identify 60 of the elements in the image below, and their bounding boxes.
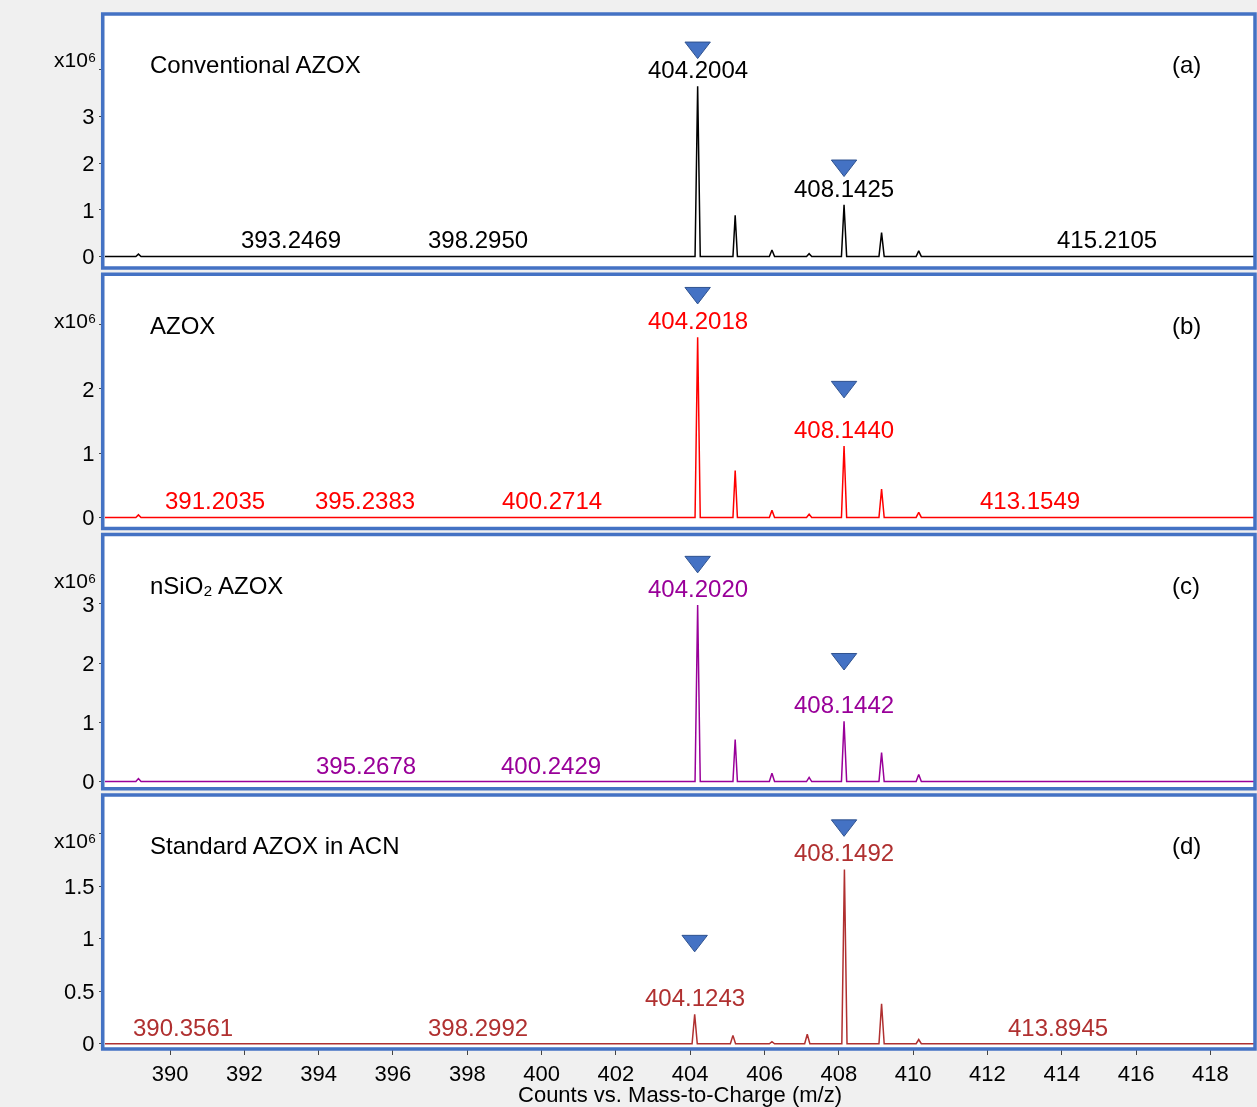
x-tick-label: 394 (300, 1061, 338, 1087)
annotation: 404.2020 (648, 575, 749, 602)
x-tick-label: 412 (969, 1061, 1006, 1087)
annotation: (c) (1172, 572, 1200, 599)
x-tick-label: 416 (1117, 1061, 1155, 1087)
x-tick-label: 410 (894, 1061, 932, 1087)
y-tick-label: 3 (82, 104, 95, 130)
y-tick-label: 0 (82, 505, 95, 531)
annotation: 415.2105 (1057, 226, 1158, 253)
x-tick-label: 414 (1043, 1061, 1081, 1087)
y-tick-label: 2 (82, 650, 95, 676)
text: AZOX (150, 312, 216, 339)
y-tick-label: 0 (82, 1031, 95, 1057)
line-series (105, 85, 1255, 258)
annotation: 391.2035 (165, 487, 266, 514)
annotation: 413.1549 (980, 487, 1081, 514)
annotation: 408.1492 (794, 839, 895, 866)
x-tick-label: 392 (225, 1061, 263, 1087)
annotation: 408.1425 (794, 175, 895, 202)
x-tick-label: 418 (1192, 1061, 1229, 1087)
y-axis-title: x10⁶ (54, 569, 97, 592)
y-tick-label: 0 (82, 769, 95, 795)
annotation: 413.8945 (1008, 1014, 1109, 1041)
line-series (105, 604, 1255, 783)
annotation: (b) (1172, 312, 1202, 339)
annotation: 390.3561 (133, 1014, 234, 1041)
y-axis-title: x10⁶ (54, 309, 97, 332)
annotation: 393.2469 (241, 226, 342, 253)
x-tick-label: 398 (448, 1061, 486, 1087)
x-tick-label: 396 (374, 1061, 412, 1087)
y-axis-title: x10⁶ (54, 829, 97, 852)
x-tick-label: 390 (151, 1061, 189, 1087)
annotation: 400.2714 (502, 487, 603, 514)
y-tick-label: 0.5 (64, 978, 95, 1004)
y-tick-label: 2 (82, 376, 95, 402)
annotation: (a) (1172, 51, 1202, 78)
text: Standard AZOX in ACN (150, 832, 400, 859)
annotation: 408.1442 (794, 691, 895, 718)
annotation: 404.1243 (645, 984, 746, 1011)
annotation: 398.2950 (428, 226, 529, 253)
y-tick-label: 3 (82, 591, 95, 617)
y-tick-label: 1.5 (64, 873, 95, 899)
annotation: 404.2004 (648, 56, 749, 83)
annotation: (d) (1172, 832, 1202, 859)
y-tick-label: 1 (82, 926, 95, 952)
y-tick-label: 1 (82, 440, 95, 466)
annotation: 395.2383 (315, 487, 416, 514)
text: nSiO₂ AZOX (150, 572, 284, 599)
annotation: 408.1440 (794, 416, 895, 443)
annotation: 400.2429 (501, 752, 602, 779)
y-tick-label: 2 (82, 150, 95, 176)
y-tick-label: 0 (82, 244, 95, 270)
text: Conventional AZOX (150, 51, 361, 78)
y-axis-title: x10⁶ (54, 48, 97, 71)
y-tick-label: 1 (82, 710, 95, 736)
line-series (105, 868, 1255, 1045)
annotation: 395.2678 (316, 752, 417, 779)
annotation: 398.2992 (428, 1014, 529, 1041)
annotation: 404.2018 (648, 307, 749, 334)
y-tick-label: 1 (82, 197, 95, 223)
